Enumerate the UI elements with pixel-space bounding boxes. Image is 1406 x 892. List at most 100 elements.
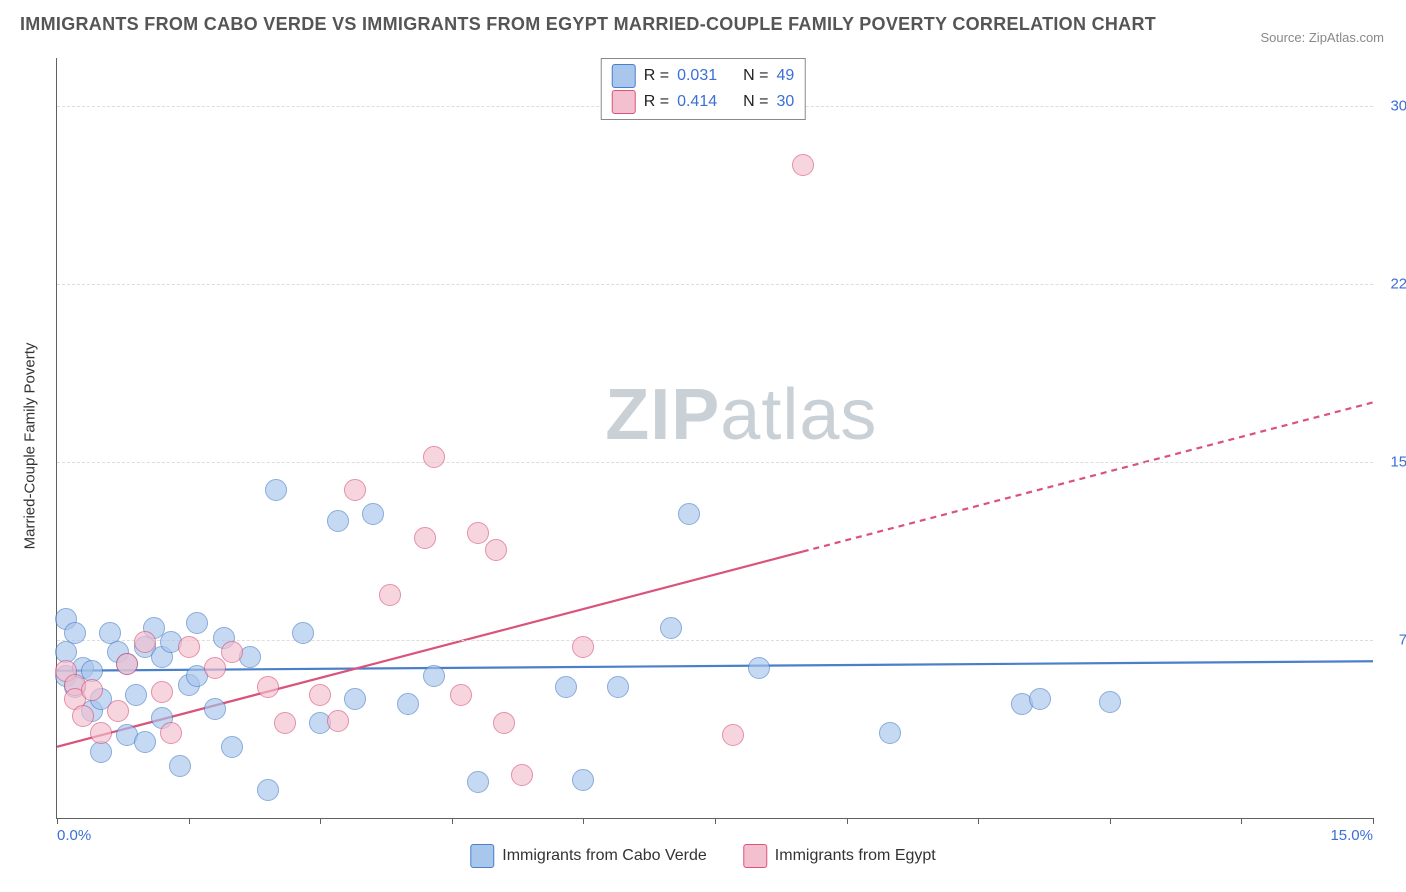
x-tick-label: 0.0% <box>57 827 91 844</box>
scatter-point <box>748 657 770 679</box>
legend-stat-row: R = 0.414 N = 30 <box>612 89 795 115</box>
legend-series-item: Immigrants from Egypt <box>743 844 936 868</box>
legend-r-value: 0.031 <box>677 67 717 85</box>
scatter-point <box>511 764 533 786</box>
trend-line-dashed <box>803 402 1373 551</box>
scatter-point <box>678 503 700 525</box>
scatter-point <box>204 698 226 720</box>
watermark-rest: atlas <box>720 375 877 455</box>
watermark-bold: ZIP <box>605 375 720 455</box>
scatter-point <box>134 731 156 753</box>
legend-swatch <box>470 844 494 868</box>
scatter-point <box>660 617 682 639</box>
legend-series-item: Immigrants from Cabo Verde <box>470 844 707 868</box>
scatter-point <box>265 479 287 501</box>
y-axis-label: Married-Couple Family Poverty <box>22 343 39 550</box>
legend-swatch <box>743 844 767 868</box>
scatter-point <box>485 539 507 561</box>
legend-n-value: 49 <box>776 67 794 85</box>
scatter-point <box>397 693 419 715</box>
scatter-point <box>292 622 314 644</box>
scatter-point <box>379 584 401 606</box>
scatter-point <box>90 722 112 744</box>
chart-title: IMMIGRANTS FROM CABO VERDE VS IMMIGRANTS… <box>20 14 1156 35</box>
trend-lines-svg <box>57 58 1373 818</box>
scatter-point <box>81 679 103 701</box>
scatter-point <box>134 631 156 653</box>
scatter-point <box>555 676 577 698</box>
scatter-point <box>309 684 331 706</box>
scatter-point <box>1029 688 1051 710</box>
legend-r-value: 0.414 <box>677 93 717 111</box>
legend-series-label: Immigrants from Cabo Verde <box>502 847 707 865</box>
x-tick <box>57 818 58 824</box>
x-tick <box>583 818 584 824</box>
x-tick <box>1373 818 1374 824</box>
scatter-point <box>344 688 366 710</box>
x-tick <box>978 818 979 824</box>
scatter-point <box>327 710 349 732</box>
scatter-point <box>493 712 515 734</box>
scatter-point <box>90 741 112 763</box>
scatter-point <box>467 522 489 544</box>
legend-bottom: Immigrants from Cabo Verde Immigrants fro… <box>470 844 935 868</box>
y-tick-label: 7.5% <box>1379 631 1406 648</box>
x-tick <box>1110 818 1111 824</box>
legend-swatch <box>612 90 636 114</box>
x-tick-label: 15.0% <box>1330 827 1373 844</box>
scatter-point <box>221 736 243 758</box>
scatter-point <box>178 636 200 658</box>
x-tick <box>320 818 321 824</box>
scatter-point <box>572 769 594 791</box>
scatter-point <box>362 503 384 525</box>
legend-stats-box: R = 0.031 N = 49 R = 0.414 N = 30 <box>601 58 806 120</box>
scatter-point <box>450 684 472 706</box>
scatter-point <box>116 653 138 675</box>
scatter-point <box>274 712 296 734</box>
gridline-h <box>57 462 1373 463</box>
gridline-h <box>57 284 1373 285</box>
scatter-point <box>423 446 445 468</box>
scatter-point <box>204 657 226 679</box>
gridline-h <box>57 640 1373 641</box>
scatter-point <box>64 622 86 644</box>
scatter-point <box>107 700 129 722</box>
scatter-point <box>160 722 182 744</box>
scatter-point <box>879 722 901 744</box>
legend-swatch <box>612 64 636 88</box>
x-tick <box>847 818 848 824</box>
legend-n-label: N = <box>743 67 768 85</box>
legend-series-label: Immigrants from Egypt <box>775 847 936 865</box>
scatter-point <box>1099 691 1121 713</box>
scatter-point <box>572 636 594 658</box>
scatter-point <box>607 676 629 698</box>
scatter-point <box>72 705 94 727</box>
source-credit: Source: ZipAtlas.com <box>1260 30 1384 45</box>
scatter-point <box>151 681 173 703</box>
plot-area: ZIPatlas 7.5%15.0%22.5%30.0%0.0%15.0% <box>56 58 1373 819</box>
scatter-point <box>414 527 436 549</box>
x-tick <box>1241 818 1242 824</box>
scatter-point <box>186 612 208 634</box>
y-tick-label: 15.0% <box>1379 453 1406 470</box>
x-tick <box>452 818 453 824</box>
legend-n-label: N = <box>743 93 768 111</box>
y-tick-label: 30.0% <box>1379 97 1406 114</box>
scatter-point <box>467 771 489 793</box>
scatter-point <box>423 665 445 687</box>
legend-stat-row: R =0.031N =49 <box>612 63 795 89</box>
legend-n-value: 30 <box>776 93 794 111</box>
scatter-point <box>327 510 349 532</box>
scatter-point <box>344 479 366 501</box>
scatter-point <box>125 684 147 706</box>
scatter-point <box>257 779 279 801</box>
scatter-point <box>722 724 744 746</box>
legend-r-label: R = <box>644 93 669 111</box>
scatter-point <box>257 676 279 698</box>
y-tick-label: 22.5% <box>1379 275 1406 292</box>
x-tick <box>715 818 716 824</box>
watermark: ZIPatlas <box>605 374 877 456</box>
scatter-point <box>221 641 243 663</box>
scatter-point <box>792 154 814 176</box>
x-tick <box>189 818 190 824</box>
